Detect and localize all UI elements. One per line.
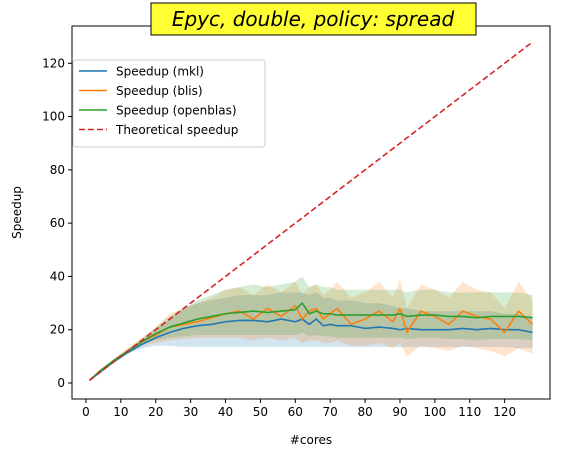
legend-label-1: Speedup (mkl) — [116, 65, 204, 79]
x-axis-ticks: 0 10 20 30 40 50 60 70 80 90 100 110 120 — [82, 399, 516, 419]
x-tick-label: 120 — [493, 405, 516, 419]
band-series-3 — [89, 276, 533, 381]
line-series-4 — [88, 41, 534, 381]
x-axis-label: #cores — [290, 433, 332, 447]
x-tick-label: 0 — [82, 405, 90, 419]
band-series-2 — [89, 279, 533, 381]
x-tick-label: 90 — [392, 405, 407, 419]
x-tick-label: 110 — [458, 405, 481, 419]
x-tick-label: 50 — [253, 405, 268, 419]
x-tick-label: 30 — [183, 405, 198, 419]
title-background — [150, 2, 477, 36]
y-tick-label: 40 — [50, 269, 65, 283]
chart-title: Epyc, double, policy: spread — [172, 7, 455, 31]
y-tick-label: 20 — [50, 323, 65, 337]
x-tick-label: 20 — [148, 405, 163, 419]
legend-label-3: Speedup (openblas) — [116, 104, 237, 118]
x-tick-label: 10 — [113, 405, 128, 419]
legend-box — [72, 59, 266, 148]
x-tick-label: 100 — [423, 405, 446, 419]
chart-title-box: Epyc, double, policy: spread — [150, 2, 477, 36]
line-series-3 — [88, 302, 533, 381]
line-series-1 — [88, 318, 533, 381]
x-tick-label: 40 — [218, 405, 233, 419]
y-tick-label: 0 — [57, 376, 65, 390]
y-tick-label: 60 — [50, 216, 65, 230]
y-axis-label: Speedup — [10, 186, 24, 239]
y-tick-label: 80 — [50, 163, 65, 177]
series-lines — [88, 41, 534, 381]
x-tick-label: 60 — [288, 405, 303, 419]
legend-label-2: Speedup (blis) — [116, 84, 203, 98]
legend: Speedup (mkl) Speedup (blis) Speedup (open… — [72, 59, 266, 148]
y-tick-label: 100 — [42, 110, 65, 124]
x-tick-label: 80 — [357, 405, 372, 419]
legend-label-4: Theoretical speedup — [115, 123, 238, 137]
y-axis-ticks: 0 20 40 60 80 100 120 — [42, 56, 72, 390]
x-tick-label: 70 — [323, 405, 338, 419]
y-tick-label: 120 — [42, 56, 65, 70]
